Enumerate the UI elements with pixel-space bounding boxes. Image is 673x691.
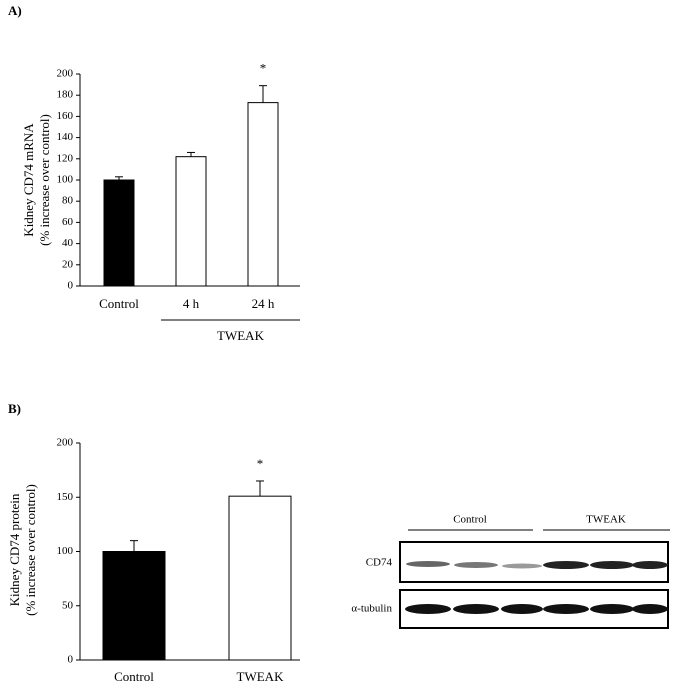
y-tick-label: 160 — [57, 110, 74, 122]
y-tick-label: 80 — [62, 195, 74, 207]
x-tick-label: 4 h — [183, 296, 200, 311]
annotation: * — [257, 456, 264, 471]
y-axis-label: Kidney CD74 protein — [7, 493, 22, 606]
y-tick-label: 200 — [57, 68, 74, 80]
panel-label: A) — [8, 3, 22, 18]
panel-label: B) — [8, 401, 21, 416]
x-tick-label: 24 h — [252, 296, 275, 311]
y-tick-label: 100 — [57, 174, 74, 186]
bar — [103, 179, 135, 287]
bar — [102, 551, 166, 661]
bar — [228, 495, 292, 661]
x-tick-label: Control — [99, 296, 139, 311]
group-label: TWEAK — [217, 328, 265, 343]
y-tick-label: 50 — [62, 599, 74, 611]
y-axis-label: (% increase over control) — [23, 484, 38, 616]
y-axis-label: Kidney CD74 mRNA — [21, 123, 36, 237]
y-tick-label: 40 — [62, 237, 74, 249]
blot-row-label: α-tubulin — [351, 603, 392, 615]
y-tick-label: 150 — [57, 491, 74, 503]
y-tick-label: 180 — [57, 89, 74, 101]
x-tick-label: Control — [114, 669, 154, 684]
y-tick-label: 0 — [68, 280, 74, 292]
blot-group-label: Control — [453, 514, 487, 526]
annotation: * — [260, 61, 267, 76]
y-axis-label: (% increase over control) — [37, 114, 52, 246]
x-tick-label: TWEAK — [237, 669, 285, 684]
blot-row-label: CD74 — [366, 557, 393, 569]
y-tick-label: 200 — [57, 437, 74, 449]
blot-bands — [405, 561, 668, 614]
y-tick-label: 100 — [57, 545, 74, 557]
y-tick-label: 120 — [57, 152, 74, 164]
y-tick-label: 140 — [57, 131, 74, 143]
bar — [247, 102, 279, 287]
y-tick-label: 20 — [62, 258, 74, 270]
bar — [175, 156, 207, 287]
y-tick-label: 0 — [68, 654, 74, 666]
y-tick-label: 60 — [62, 216, 74, 228]
blot-group-label: TWEAK — [586, 514, 626, 526]
